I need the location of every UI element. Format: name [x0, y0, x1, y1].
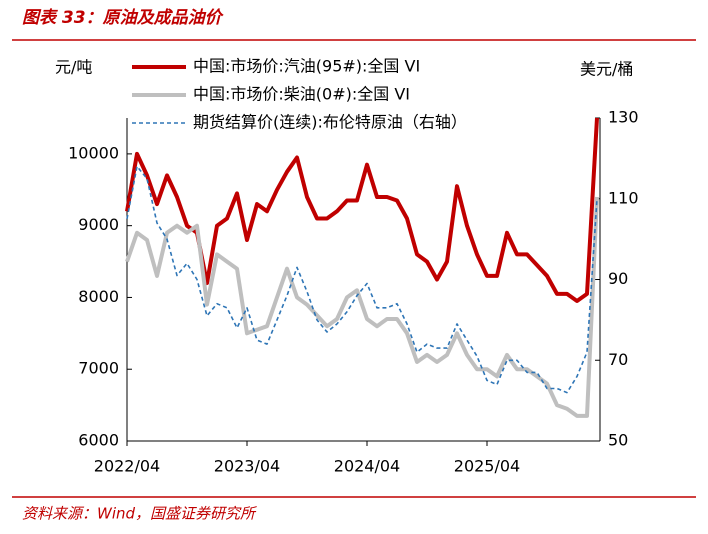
y-axis-unit: 元/吨: [55, 58, 92, 77]
series-line: [126, 165, 598, 394]
y2-tick-label: 50: [608, 431, 628, 450]
y2-tick-label: 130: [608, 108, 639, 127]
legend-label: 中国:市场价:柴油(0#):全国 VI: [193, 85, 410, 104]
series-line: [125, 196, 599, 418]
legend-label: 中国:市场价:汽油(95#):全国 VI: [193, 57, 420, 76]
y-tick-label: 6000: [78, 431, 119, 450]
y-tick-label: 9000: [78, 215, 119, 234]
x-tick-label: 2022/04: [94, 457, 160, 476]
source: 资料来源：Wind，国盛证券研究所: [22, 505, 257, 523]
x-tick-label: 2025/04: [454, 457, 520, 476]
series-line: [125, 117, 599, 303]
y-tick-label: 7000: [78, 359, 119, 378]
y2-tick-label: 110: [608, 188, 639, 207]
header: 图表 33：原油及成品油价: [22, 8, 225, 28]
y2-tick-label: 70: [608, 350, 628, 369]
y2-tick-label: 90: [608, 269, 628, 288]
legend-label: 期货结算价(连续):布伦特原油（右轴）: [193, 113, 467, 132]
y-tick-label: 10000: [68, 143, 119, 162]
y-tick-label: 8000: [78, 287, 119, 306]
y2-axis-unit: 美元/桶: [580, 60, 633, 79]
x-tick-label: 2023/04: [214, 457, 280, 476]
x-tick-label: 2024/04: [334, 457, 400, 476]
